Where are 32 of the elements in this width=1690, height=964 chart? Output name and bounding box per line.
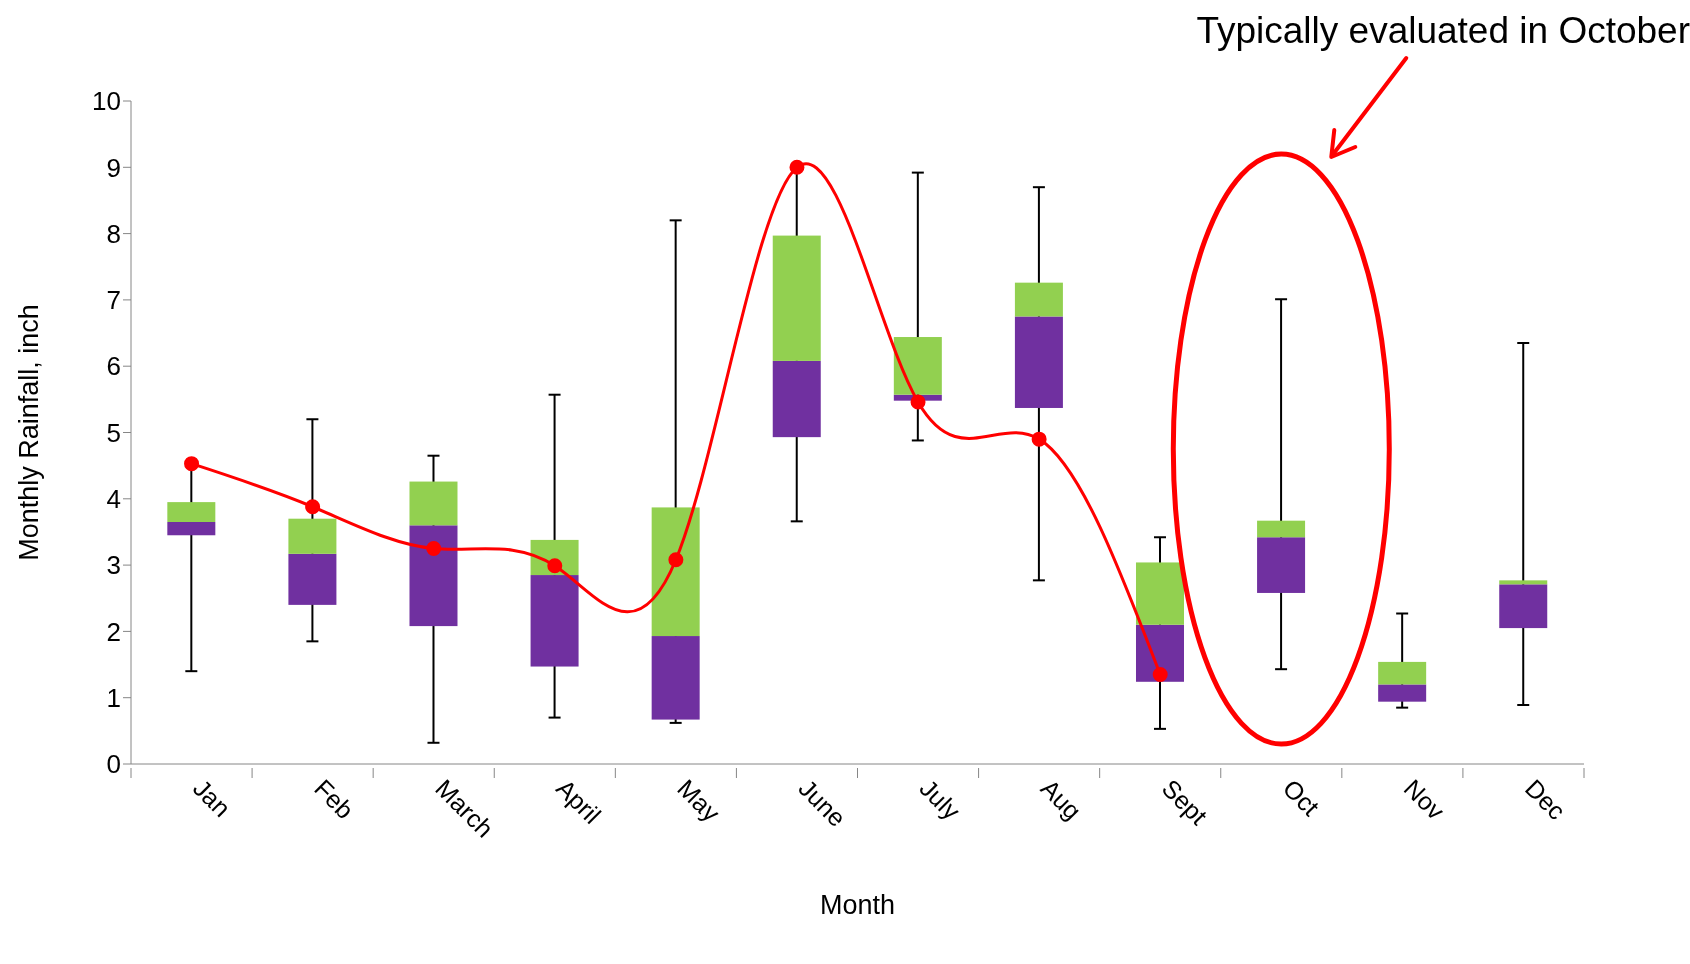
x-tick-label: Aug: [1035, 773, 1087, 825]
y-tick-label: 1: [106, 682, 121, 713]
x-tick-label: Feb: [309, 773, 360, 825]
y-tick-label: 10: [92, 86, 121, 117]
point: [1152, 667, 1168, 682]
x-axis-title: Month: [819, 890, 896, 920]
x-tick-label: July: [914, 773, 967, 826]
x-tick-label: Oct: [1277, 773, 1326, 822]
y-tick-label: 7: [106, 285, 121, 316]
x-tick-label: May: [672, 773, 726, 828]
text: Typically evaluated in October: [1196, 10, 1690, 52]
point: [789, 159, 805, 175]
y-tick-label: 3: [106, 550, 121, 581]
y-tick-label: 8: [106, 218, 121, 249]
x-tick-label: Nov: [1398, 773, 1451, 826]
point: [910, 394, 926, 410]
y-tick-label: 9: [106, 152, 121, 183]
point: [426, 541, 442, 557]
y-tick-label: 0: [106, 749, 121, 780]
point: [668, 552, 684, 568]
x-tick-label: Dec: [1519, 773, 1572, 825]
y-tick-label: 5: [106, 417, 121, 448]
point: [184, 456, 200, 472]
y-tick-label: 2: [106, 616, 121, 647]
point: [305, 499, 321, 515]
point: [547, 558, 563, 574]
point: [1031, 431, 1047, 447]
y-axis-title: Monthly Rainfall, inch: [13, 304, 44, 561]
y-tick-label: 6: [106, 351, 121, 382]
y-tick-label: 4: [106, 484, 121, 515]
x-tick-label: April: [551, 773, 607, 829]
x-tick-label: Jan: [188, 773, 237, 823]
